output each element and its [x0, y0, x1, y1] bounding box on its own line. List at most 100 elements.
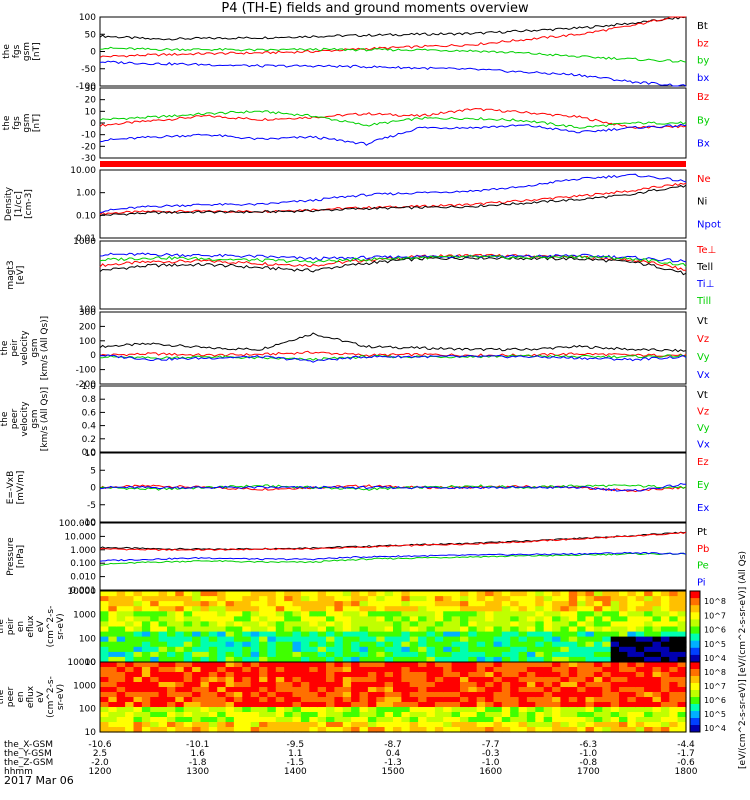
spectrogram-cell — [660, 722, 670, 728]
spectrogram-cell — [175, 641, 185, 648]
spectrogram-cell — [150, 611, 160, 617]
spectrogram-cell — [485, 722, 495, 728]
spectrogram-cell — [619, 682, 628, 688]
spectrogram-cell — [317, 656, 327, 663]
spectrogram-cell — [468, 677, 478, 683]
spectrogram-cell — [652, 687, 662, 693]
spectrogram-cell — [476, 692, 486, 698]
spectrogram-cell — [242, 677, 252, 683]
xaxis-value: -10.6 — [88, 740, 112, 750]
spectrogram-cell — [150, 606, 160, 612]
spectrogram-cell — [267, 717, 277, 723]
spectrogram-cell — [518, 646, 528, 653]
spectrogram-cell — [635, 651, 645, 658]
spectrogram-cell — [225, 596, 235, 602]
spectrogram-cell — [351, 626, 361, 633]
spectrogram-cell — [183, 702, 193, 708]
spectrogram-cell — [585, 651, 595, 658]
spectrogram-cell — [543, 636, 553, 643]
spectrogram-cell — [284, 631, 294, 638]
spectrogram-cell — [342, 702, 352, 708]
spectrogram-cell — [250, 722, 260, 728]
spectrogram-cell — [158, 626, 168, 633]
spectrogram-cell — [585, 631, 595, 638]
spectrogram-cell — [141, 692, 151, 698]
spectrogram-cell — [593, 682, 603, 688]
y-axis-label: velocity — [20, 330, 30, 366]
spectrogram-cell — [183, 712, 193, 718]
spectrogram-cell — [434, 727, 444, 733]
spectrogram-cell — [677, 687, 687, 693]
xaxis-value: 2.5 — [93, 749, 107, 759]
spectrogram-cell — [426, 712, 436, 718]
spectrogram-cell — [225, 621, 235, 628]
spectrogram-cell — [367, 707, 377, 713]
spectrogram-cell — [669, 626, 679, 633]
spectrogram-cell — [526, 677, 536, 683]
spectrogram-cell — [476, 712, 486, 718]
spectrogram-cell — [158, 631, 168, 638]
spectrogram-cell — [669, 682, 679, 688]
spectrogram-cell — [133, 717, 143, 723]
spectrogram-cell — [493, 606, 503, 612]
spectrogram-cell — [141, 712, 151, 718]
xaxis-value: -6.3 — [580, 740, 598, 750]
spectrogram-cell — [468, 626, 478, 633]
spectrogram-cell — [568, 667, 578, 673]
spectrogram-cell — [426, 626, 436, 633]
spectrogram-cell — [669, 616, 679, 623]
spectrogram-cell — [493, 641, 503, 648]
spectrogram-cell — [259, 712, 269, 718]
spectrogram-cell — [116, 662, 126, 668]
spectrogram-cell — [543, 631, 553, 638]
spectrogram-cell — [267, 692, 277, 698]
spectrogram-cell — [108, 646, 118, 653]
spectrogram-cell — [116, 631, 126, 638]
spectrogram-cell — [167, 697, 176, 703]
spectrogram-cell — [501, 682, 511, 688]
spectrogram-cell — [267, 596, 277, 602]
spectrogram-cell — [451, 697, 461, 703]
spectrogram-cell — [259, 702, 269, 708]
series-vz — [99, 350, 687, 357]
spectrogram-cell — [501, 707, 511, 713]
spectrogram-cell — [535, 707, 545, 713]
spectrogram-cell — [100, 707, 109, 713]
spectrogram-cell — [100, 687, 109, 693]
flag-bar — [100, 161, 686, 167]
spectrogram-cell — [116, 687, 126, 693]
spectrogram-cell — [275, 631, 285, 638]
spectrogram-cell — [401, 606, 411, 612]
spectrogram-cell — [409, 682, 419, 688]
spectrogram-cell — [660, 616, 670, 623]
spectrogram-cell — [300, 692, 310, 698]
spectrogram-cell — [342, 662, 352, 668]
spectrogram-cell — [568, 682, 578, 688]
series-npot — [99, 173, 687, 213]
spectrogram-cell — [275, 692, 285, 698]
spectrogram-cell — [250, 591, 260, 597]
spectrogram-cell — [267, 646, 277, 653]
y-axis-label: E=-VxB — [6, 471, 16, 505]
spectrogram-cell — [560, 656, 570, 663]
spectrogram-cell — [342, 621, 352, 628]
spectrogram-cell — [225, 687, 235, 693]
spectrogram-cell — [468, 631, 478, 638]
spectrogram-cell — [660, 727, 670, 733]
spectrogram-cell — [409, 646, 419, 653]
spectrogram-cell — [150, 656, 160, 663]
spectrogram-cell — [133, 631, 143, 638]
spectrogram-cell — [501, 687, 511, 693]
spectrogram-cell — [619, 596, 628, 602]
spectrogram-cell — [367, 662, 377, 668]
spectrogram-cell — [434, 677, 444, 683]
y-tick-label: -20 — [81, 142, 96, 152]
spectrogram-cell — [501, 621, 511, 628]
spectrogram-cell — [451, 591, 461, 597]
xaxis-value: -9.5 — [287, 740, 305, 750]
spectrogram-cell — [208, 646, 218, 653]
y-tick-label: 0.0 — [82, 448, 97, 458]
spectrogram-cell — [451, 727, 461, 733]
spectrogram-cell — [200, 631, 210, 638]
colorbar-segment — [690, 619, 700, 624]
